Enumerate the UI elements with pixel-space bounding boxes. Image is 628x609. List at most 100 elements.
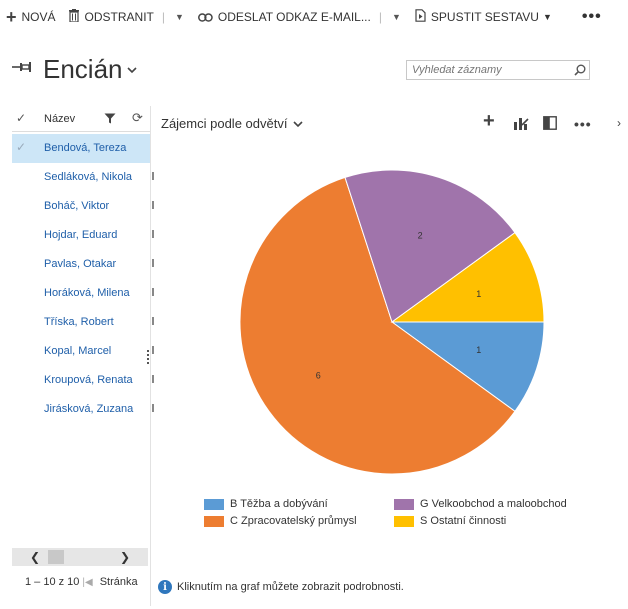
pager: 1 – 10 z 10 |◀ Stránka bbox=[25, 576, 138, 588]
record-name-link[interactable]: Kroupová, Renata bbox=[44, 374, 133, 386]
scroll-right-arrow-icon[interactable]: ❯ bbox=[119, 550, 130, 564]
chart-type-icon[interactable] bbox=[513, 116, 529, 135]
report-icon bbox=[415, 9, 426, 25]
record-name-link[interactable]: Bendová, Tereza bbox=[44, 142, 127, 154]
add-chart-plus-icon[interactable]: + bbox=[483, 110, 495, 132]
scroll-left-arrow-icon[interactable]: ❮ bbox=[30, 550, 41, 564]
record-name-link[interactable]: Boháč, Viktor bbox=[44, 200, 110, 212]
pie-slice[interactable] bbox=[344, 169, 516, 323]
email-link-button[interactable]: ODESLAT ODKAZ E-MAIL... bbox=[192, 0, 377, 34]
row-overflow-marker bbox=[152, 172, 154, 180]
search-input[interactable] bbox=[407, 61, 571, 79]
new-button[interactable]: + NOVÁ bbox=[6, 7, 56, 27]
view-selector-chevron-icon[interactable] bbox=[127, 66, 137, 77]
pie-slice[interactable] bbox=[390, 231, 545, 323]
row-overflow-marker bbox=[152, 201, 154, 209]
pane-resize-handle[interactable] bbox=[147, 350, 150, 366]
link-icon bbox=[197, 10, 213, 25]
chevron-right-icon[interactable]: › bbox=[617, 116, 621, 130]
row-overflow-marker bbox=[152, 346, 154, 354]
run-report-button[interactable]: SPUSTIT SESTAVU ▼ bbox=[409, 0, 558, 34]
table-row[interactable]: Pavlas, Otakar bbox=[12, 250, 154, 279]
refresh-icon[interactable]: ⟳ bbox=[132, 110, 143, 125]
table-row[interactable]: Kopal, Marcel bbox=[12, 337, 154, 366]
record-name-link[interactable]: Hojdar, Eduard bbox=[44, 229, 118, 241]
row-overflow-marker bbox=[152, 288, 154, 296]
table-row[interactable]: Hojdar, Eduard bbox=[12, 221, 154, 250]
table-row[interactable]: Tříska, Robert bbox=[12, 308, 154, 337]
page-title: Encián bbox=[43, 54, 123, 84]
record-name-link[interactable]: Jirásková, Zuzana bbox=[44, 403, 134, 415]
records-grid: ✓ Název ⟳ ✓ Bendová, Tereza Sedláková, Ni… bbox=[12, 106, 154, 606]
pie-slice[interactable] bbox=[390, 321, 545, 413]
legend-label: S Ostatní činnosti bbox=[420, 515, 507, 527]
horizontal-scrollbar[interactable]: ❮ ❯ bbox=[12, 548, 148, 566]
chart-more-options-button[interactable]: ••• bbox=[574, 116, 592, 132]
legend-item[interactable]: B Těžba a dobývání bbox=[204, 498, 328, 510]
record-name-link[interactable]: Horáková, Milena bbox=[44, 287, 130, 299]
row-overflow-marker bbox=[152, 404, 154, 412]
row-overflow-marker bbox=[152, 317, 154, 325]
legend-item[interactable]: G Velkoobchod a maloobchod bbox=[394, 498, 567, 510]
email-dropdown-chevron-icon[interactable]: ▼ bbox=[391, 12, 401, 22]
scrollbar-thumb[interactable] bbox=[48, 550, 64, 564]
row-overflow-marker bbox=[152, 259, 154, 267]
trash-icon bbox=[68, 9, 80, 25]
record-name-link[interactable]: Pavlas, Otakar bbox=[44, 258, 117, 270]
legend-item[interactable]: C Zpracovatelský průmysl bbox=[204, 515, 357, 527]
legend-label: B Těžba a dobývání bbox=[230, 498, 328, 510]
chart-title[interactable]: Zájemci podle odvětví bbox=[161, 116, 288, 131]
chevron-down-icon: ▼ bbox=[542, 12, 552, 22]
command-bar: + NOVÁ ODSTRANIT | ▼ ODESLAT ODKAZ E-MAI… bbox=[0, 0, 628, 34]
pin-icon[interactable] bbox=[12, 60, 32, 78]
table-row[interactable]: Horáková, Milena bbox=[12, 279, 154, 308]
info-text: Kliknutím na graf můžete zobrazit podrob… bbox=[177, 581, 404, 593]
pie-slice[interactable] bbox=[239, 176, 516, 475]
column-header-name[interactable]: Název bbox=[44, 113, 76, 125]
row-checkmark-icon[interactable]: ✓ bbox=[16, 140, 27, 154]
table-row[interactable]: ✓ Bendová, Tereza bbox=[12, 134, 150, 163]
table-row[interactable]: Sedláková, Nikola bbox=[12, 163, 154, 192]
legend-swatch bbox=[394, 515, 414, 527]
grid-header: ✓ Název ⟳ bbox=[12, 106, 150, 132]
legend-item[interactable]: S Ostatní činnosti bbox=[394, 515, 506, 527]
record-name-link[interactable]: Sedláková, Nikola bbox=[44, 171, 133, 183]
pane-divider bbox=[150, 106, 151, 606]
plus-icon: + bbox=[6, 7, 17, 27]
pie-data-label: 1 bbox=[476, 345, 481, 355]
delete-button[interactable]: ODSTRANIT bbox=[62, 0, 160, 34]
row-overflow-marker bbox=[152, 230, 154, 238]
delete-dropdown-chevron-icon[interactable]: ▼ bbox=[175, 12, 184, 22]
separator: | bbox=[378, 10, 382, 24]
table-row[interactable]: Boháč, Viktor bbox=[12, 192, 154, 221]
pager-total: z 10 bbox=[58, 576, 80, 588]
record-name-link[interactable]: Kopal, Marcel bbox=[44, 345, 112, 357]
table-row[interactable]: Jirásková, Zuzana bbox=[12, 395, 154, 424]
grid-rows: ✓ Bendová, Tereza Sedláková, Nikola Boháč… bbox=[12, 134, 154, 424]
chart-selector-chevron-icon[interactable] bbox=[293, 120, 303, 130]
pager-range: 1 – 10 bbox=[25, 576, 56, 588]
first-page-icon[interactable]: |◀ bbox=[82, 576, 93, 588]
legend-swatch bbox=[204, 498, 224, 510]
pie-data-label: 1 bbox=[476, 289, 481, 299]
info-icon: i bbox=[158, 580, 172, 594]
filter-icon[interactable] bbox=[104, 113, 116, 127]
legend-label: G Velkoobchod a maloobchod bbox=[420, 498, 567, 510]
row-overflow-marker bbox=[152, 375, 154, 383]
expand-chart-icon[interactable] bbox=[543, 116, 557, 135]
legend-label: C Zpracovatelský průmysl bbox=[230, 515, 357, 527]
search-box bbox=[406, 60, 590, 80]
more-commands-button[interactable]: ••• bbox=[581, 8, 602, 25]
separator: | bbox=[161, 10, 165, 24]
pager-page-label: Stránka bbox=[99, 576, 138, 588]
select-all-checkmark-icon[interactable]: ✓ bbox=[16, 111, 27, 125]
record-name-link[interactable]: Tříska, Robert bbox=[44, 316, 114, 328]
table-row[interactable]: Kroupová, Renata bbox=[12, 366, 154, 395]
legend-swatch bbox=[204, 515, 224, 527]
pie-data-label: 2 bbox=[418, 230, 423, 240]
info-message: i Kliknutím na graf můžete zobrazit podr… bbox=[158, 580, 404, 594]
legend-swatch bbox=[394, 498, 414, 510]
search-icon[interactable] bbox=[571, 64, 589, 76]
pie-data-label: 6 bbox=[316, 371, 321, 381]
